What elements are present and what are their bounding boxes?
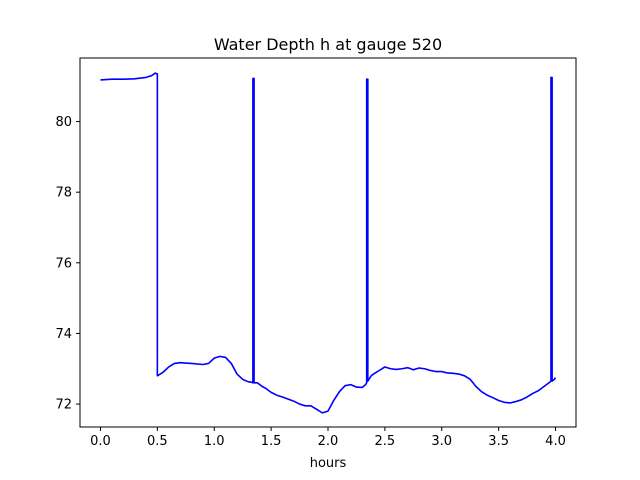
y-axis: 72 74 76 78 80 — [55, 115, 80, 413]
plot-background — [80, 58, 576, 427]
x-tick-label: 4.0 — [545, 434, 566, 449]
x-tick-label: 1.5 — [261, 434, 282, 449]
x-tick-label: 2.5 — [375, 434, 396, 449]
y-tick-label: 76 — [55, 256, 72, 271]
x-tick-label: 3.0 — [431, 434, 452, 449]
series-line-water-depth — [100, 72, 557, 414]
y-tick-label: 80 — [55, 115, 72, 130]
chart-title: Water Depth h at gauge 520 — [214, 35, 442, 54]
y-tick-label: 78 — [55, 186, 72, 201]
y-tick-label: 72 — [55, 398, 72, 413]
x-tick-label: 0.0 — [90, 434, 111, 449]
x-tick-label: 3.5 — [488, 434, 509, 449]
y-tick-label: 74 — [55, 327, 72, 342]
x-tick-label: 1.0 — [204, 434, 225, 449]
x-axis: 0.0 0.5 1.0 1.5 2.0 2.5 3.0 3.5 4.0 — [90, 427, 566, 449]
x-axis-label: hours — [310, 456, 347, 471]
x-tick-label: 2.0 — [318, 434, 339, 449]
x-tick-label: 0.5 — [147, 434, 168, 449]
plot-area — [79, 57, 577, 428]
